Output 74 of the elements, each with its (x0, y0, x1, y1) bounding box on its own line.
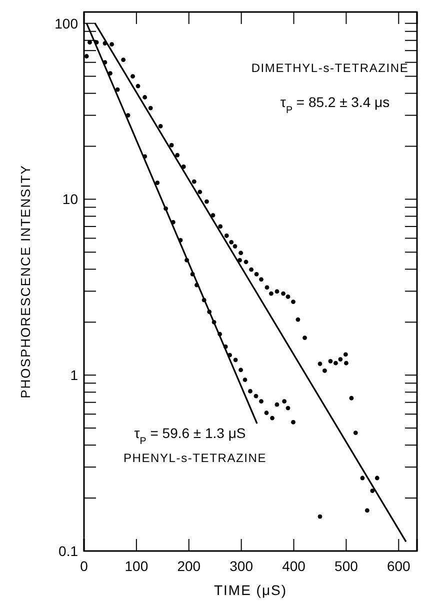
y-tick-label: 10 (62, 191, 78, 208)
point (175, 152, 180, 158)
point (224, 234, 229, 238)
y-axis-title: PHOSPHORESCENCE INTENSITY (18, 164, 33, 398)
point (169, 142, 174, 148)
point (344, 360, 348, 366)
point (130, 74, 135, 78)
point (274, 289, 280, 294)
point (259, 277, 264, 282)
x-tick-label: 400 (282, 558, 306, 574)
legend-label: DIMETHYL-s-TETRAZINE (251, 61, 409, 75)
point (238, 368, 243, 372)
point (238, 250, 243, 256)
point (192, 179, 196, 184)
point (229, 240, 234, 244)
point (204, 199, 209, 204)
point (364, 508, 370, 513)
point (328, 358, 333, 364)
point (370, 488, 375, 493)
x-tick-label: 300 (230, 558, 254, 574)
text: PHENYL-s-TETRAZINE (123, 451, 267, 465)
point (249, 267, 254, 272)
annotation: τ$_{P}$ = 59.6 ± 1.3 μS (134, 425, 246, 446)
y-tick-label: 0.1 (58, 543, 78, 559)
x-tick-label: 100 (124, 558, 148, 574)
point (318, 514, 322, 519)
point (259, 399, 264, 404)
point (233, 358, 238, 362)
point (318, 362, 322, 366)
point (198, 190, 202, 194)
point (286, 294, 290, 299)
x-tick-label: 500 (334, 558, 358, 574)
point (155, 180, 160, 185)
point (296, 317, 300, 322)
point (136, 84, 140, 88)
point (269, 291, 274, 296)
point (248, 389, 252, 394)
point (244, 260, 248, 264)
point (334, 360, 338, 366)
point (232, 244, 238, 248)
point (84, 54, 89, 58)
point (302, 336, 307, 340)
y-tick-label: 1 (70, 367, 78, 384)
point (282, 399, 287, 404)
point (110, 42, 114, 46)
y-tick-label: 100 (54, 15, 78, 32)
point (291, 300, 296, 304)
point (281, 291, 286, 296)
point (286, 406, 290, 410)
point (360, 476, 365, 480)
point (322, 368, 327, 373)
point (142, 95, 148, 100)
point (291, 420, 296, 424)
point (270, 416, 274, 420)
x-tick-label: 600 (386, 558, 411, 574)
point (274, 402, 280, 407)
point (242, 378, 248, 382)
point (264, 285, 270, 290)
point (121, 58, 126, 62)
point (343, 352, 348, 357)
point (353, 430, 358, 435)
x-tick-label: 200 (177, 558, 201, 574)
point (254, 272, 259, 276)
point (264, 410, 269, 416)
point (218, 224, 223, 229)
point (158, 124, 163, 128)
point (254, 394, 258, 398)
x-tick-label: 0 (80, 558, 88, 574)
point (338, 357, 343, 362)
point (148, 106, 153, 110)
point (349, 396, 354, 400)
annotation: τ$_{P}$ = 85.2 ± 3.4 μs (280, 94, 390, 116)
point (374, 476, 380, 480)
x-axis-title: TIME (μS) (214, 582, 288, 598)
